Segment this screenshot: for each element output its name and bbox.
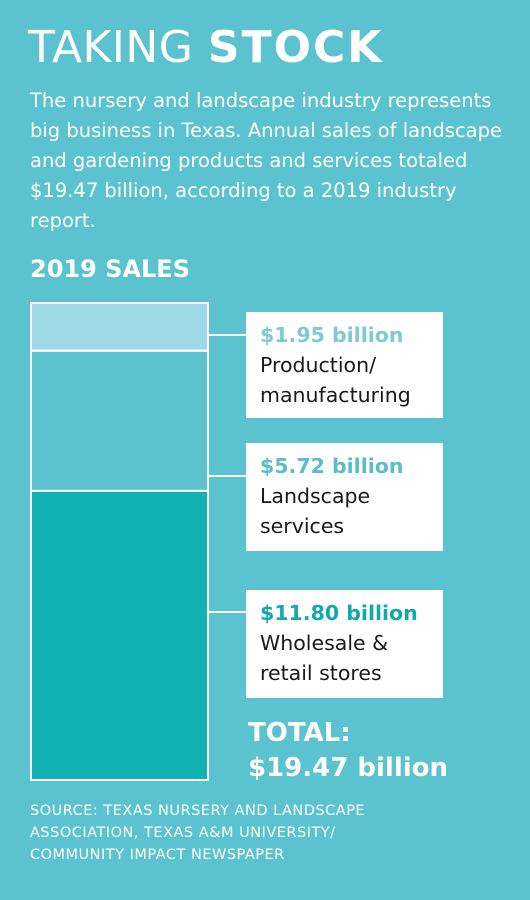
callout-wholesale-label-line1: Wholesale & bbox=[260, 631, 389, 655]
source-note: SOURCE: TEXAS NURSERY AND LANDSCAPE ASSO… bbox=[30, 800, 500, 866]
callout-production-label-line1: Production/ bbox=[260, 353, 376, 377]
bar-segment-wholesale bbox=[30, 489, 209, 781]
callout-landscape-label-line1: Landscape bbox=[260, 484, 371, 508]
callout-landscape: $5.72 billion Landscape services bbox=[246, 443, 443, 551]
bar-segment-production bbox=[30, 302, 209, 352]
title-bold: STOCK bbox=[207, 22, 384, 73]
callout-wholesale-label-line2: retail stores bbox=[260, 661, 382, 685]
callout-production-value: $1.95 billion bbox=[260, 323, 404, 347]
total: TOTAL: $19.47 billion bbox=[248, 716, 448, 786]
chart-title: 2019 SALES bbox=[30, 255, 190, 283]
page-title: TAKING STOCK bbox=[28, 22, 383, 74]
callout-landscape-label-line2: services bbox=[260, 514, 345, 538]
callout-wholesale-value: $11.80 billion bbox=[260, 601, 418, 625]
source-line: ASSOCIATION, TEXAS A&M UNIVERSITY/ bbox=[30, 825, 336, 841]
total-value: $19.47 billion bbox=[248, 753, 449, 783]
callout-production-label-line2: manufacturing bbox=[260, 383, 411, 407]
title-light: TAKING bbox=[28, 22, 194, 73]
bar-segment-landscape bbox=[30, 349, 209, 492]
source-line: COMMUNITY IMPACT NEWSPAPER bbox=[30, 847, 285, 863]
total-label: TOTAL: bbox=[248, 718, 351, 748]
intro-text: The nursery and landscape industry repre… bbox=[30, 89, 502, 232]
source-line: SOURCE: TEXAS NURSERY AND LANDSCAPE bbox=[30, 803, 366, 819]
callout-wholesale: $11.80 billion Wholesale & retail stores bbox=[246, 590, 443, 698]
callout-production: $1.95 billion Production/ manufacturing bbox=[246, 312, 443, 418]
callout-landscape-value: $5.72 billion bbox=[260, 454, 404, 478]
